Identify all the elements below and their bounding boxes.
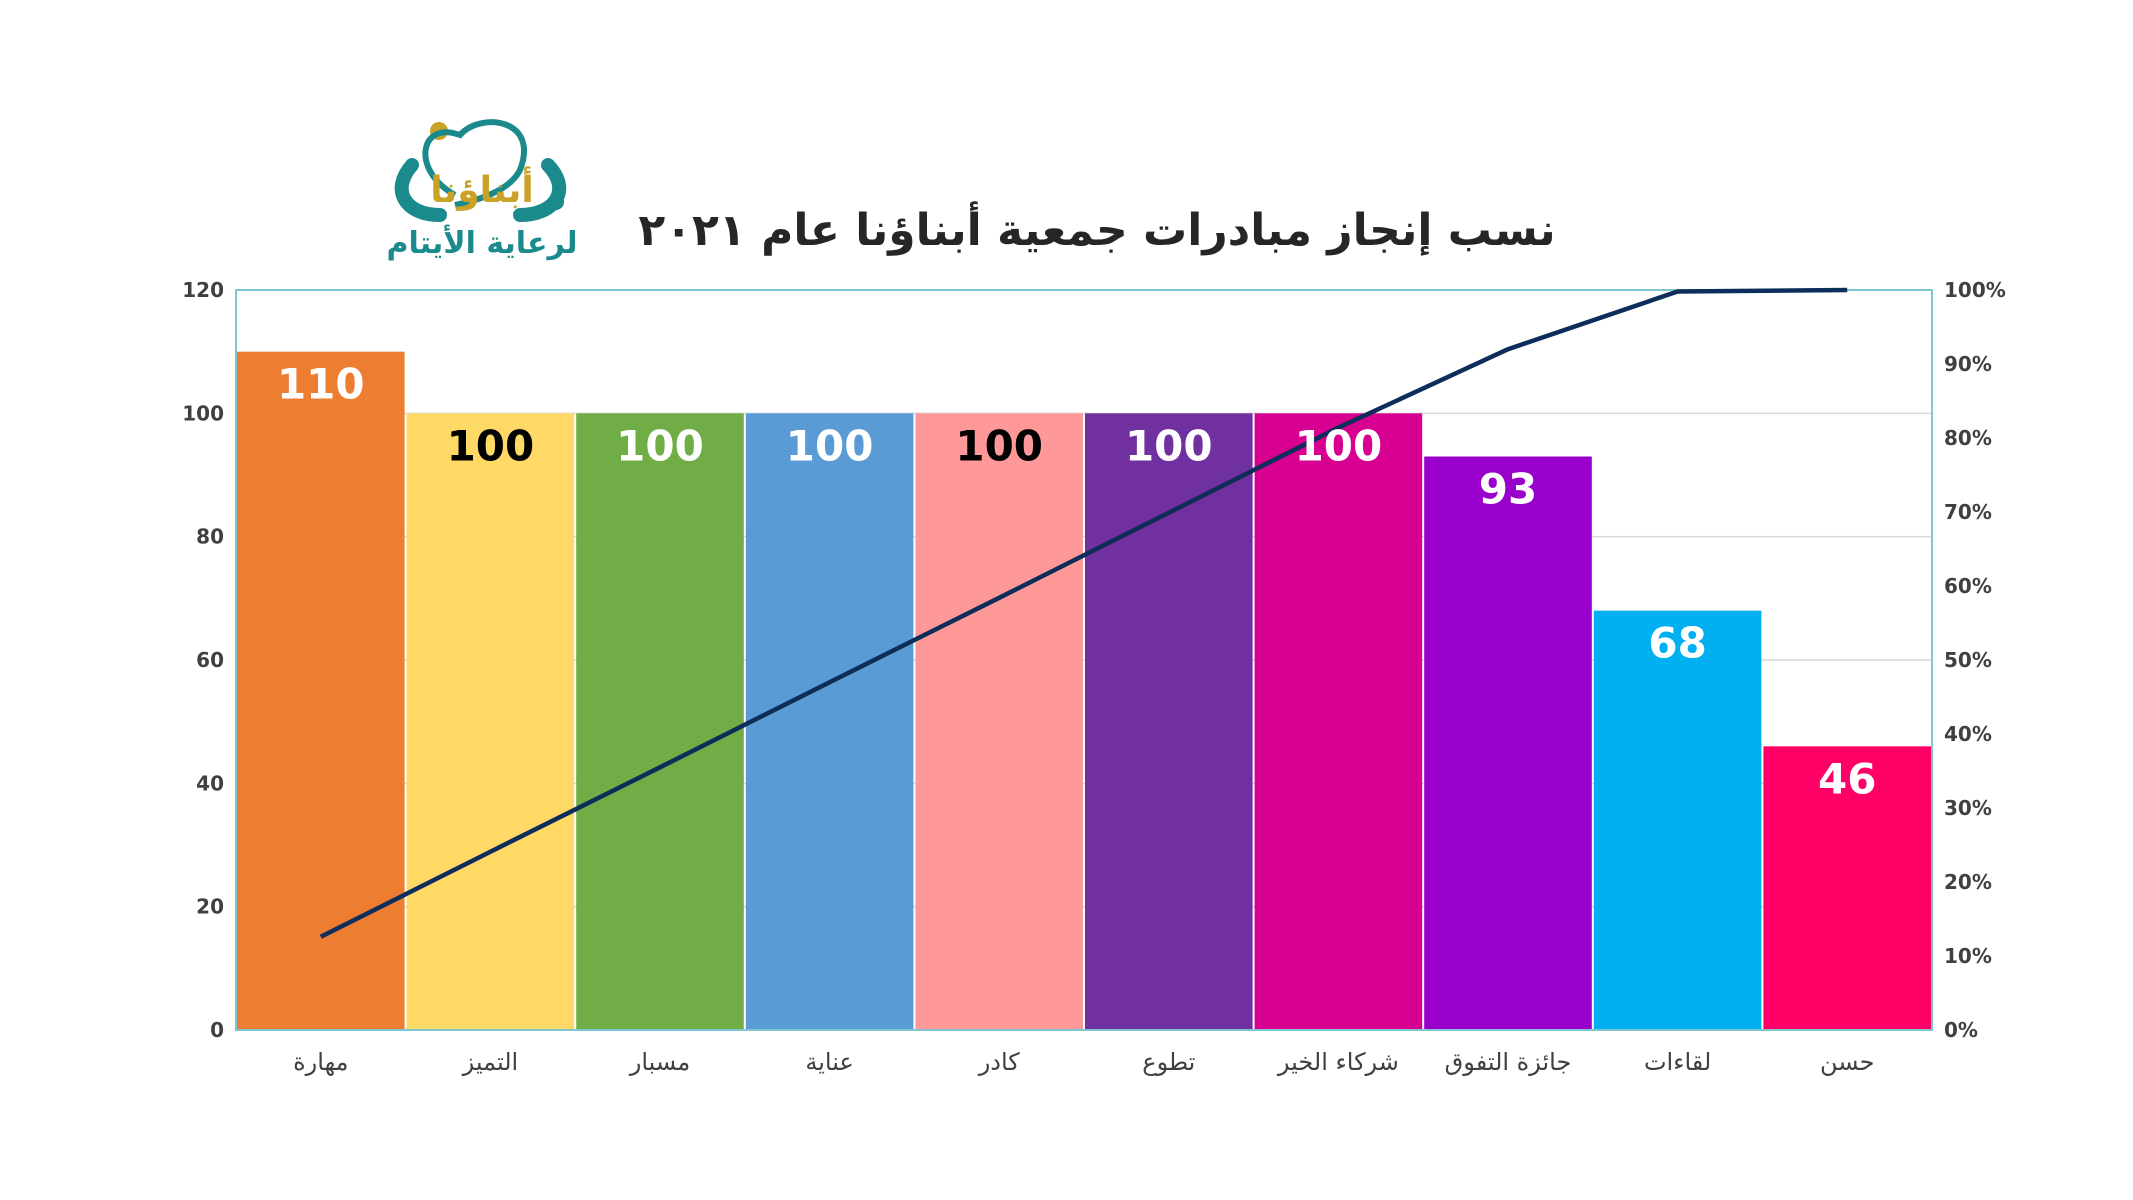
y-tick-label-0: 0 bbox=[210, 1018, 224, 1042]
x-axis: مهارة التميز مسبار عناية كادر تطوع شركاء الخير… bbox=[293, 1048, 1874, 1076]
data-label-1: 100 bbox=[447, 421, 535, 470]
logo-dot-right-icon bbox=[548, 194, 564, 210]
x-tick-label-3: عناية bbox=[805, 1048, 853, 1076]
x-tick-label-0: مهارة bbox=[293, 1048, 348, 1076]
logo-name: أبناؤنا bbox=[430, 166, 533, 211]
y-tick-label-1: 20 bbox=[196, 895, 224, 919]
y2-tick-label-5: 50% bbox=[1944, 648, 1992, 672]
x-tick-label-4: كادر bbox=[978, 1048, 1021, 1076]
data-label-2: 100 bbox=[616, 421, 704, 470]
plot-border bbox=[235, 289, 1933, 1031]
bar-3 bbox=[745, 413, 914, 1030]
bar-9 bbox=[1763, 746, 1931, 1030]
plot-frame bbox=[235, 289, 1933, 1031]
y2-tick-label-6: 60% bbox=[1944, 574, 1992, 598]
data-label-6: 100 bbox=[1295, 421, 1383, 470]
data-label-8: 68 bbox=[1648, 619, 1706, 668]
x-tick-label-9: حسن bbox=[1820, 1048, 1875, 1076]
y-tick-label-2: 40 bbox=[196, 771, 224, 795]
y2-tick-label-0: 0% bbox=[1944, 1018, 1978, 1042]
x-tick-label-8: لقاءات bbox=[1644, 1048, 1711, 1076]
y2-axis: 0% 10% 20% 30% 40% 50% 60% 70% 80% 90% 100% bbox=[1944, 278, 2006, 1042]
data-label-9: 46 bbox=[1818, 754, 1876, 803]
y2-tick-label-7: 70% bbox=[1944, 500, 1992, 524]
y2-tick-label-3: 30% bbox=[1944, 796, 1992, 820]
bar-1 bbox=[406, 413, 575, 1030]
x-tick-label-6: شركاء الخير bbox=[1277, 1048, 1399, 1076]
bar-7 bbox=[1424, 456, 1592, 1030]
data-label-5: 100 bbox=[1125, 421, 1213, 470]
cumulative-line-path bbox=[319, 287, 1848, 939]
y-tick-label-5: 100 bbox=[182, 401, 224, 425]
logo-arc-icon bbox=[394, 158, 447, 222]
x-tick-label-7: جائزة التفوق bbox=[1445, 1048, 1572, 1076]
chart-title: نسب إنجاز مبادرات جمعية أبناؤنا عام ٢٠٢١ bbox=[638, 201, 1555, 256]
logo-tagline: لرعاية الأيتام bbox=[387, 224, 578, 261]
logo: أبناؤنا لرعاية الأيتام bbox=[387, 119, 578, 261]
bar-0 bbox=[237, 351, 405, 1031]
y2-tick-label-10: 100% bbox=[1944, 278, 2006, 302]
bars bbox=[237, 351, 1931, 1031]
y2-tick-label-4: 40% bbox=[1944, 722, 1992, 746]
data-label-0: 110 bbox=[277, 360, 365, 409]
data-labels: 110 100 100 100 100 100 100 93 68 46 bbox=[277, 360, 1876, 804]
y-tick-label-6: 120 bbox=[182, 278, 224, 302]
y2-tick-label-1: 10% bbox=[1944, 944, 1992, 968]
y2-tick-label-9: 90% bbox=[1944, 352, 1992, 376]
bar-6 bbox=[1254, 413, 1423, 1030]
bar-2 bbox=[576, 413, 744, 1030]
cumulative-line bbox=[319, 287, 1848, 939]
logo-heart-icon bbox=[422, 119, 527, 208]
data-label-3: 100 bbox=[786, 421, 874, 470]
bar-5 bbox=[1085, 413, 1253, 1030]
x-tick-label-1: التميز bbox=[462, 1048, 519, 1076]
y-tick-label-4: 80 bbox=[196, 525, 224, 549]
data-label-7: 93 bbox=[1479, 465, 1537, 514]
bar-4 bbox=[915, 413, 1083, 1030]
bar-8 bbox=[1593, 610, 1762, 1030]
x-tick-label-5: تطوع bbox=[1142, 1048, 1195, 1076]
y-axis: 0 20 40 60 80 100 120 bbox=[182, 278, 224, 1042]
y2-tick-label-2: 20% bbox=[1944, 870, 1992, 894]
y2-tick-label-8: 80% bbox=[1944, 426, 1992, 450]
y-tick-label-3: 60 bbox=[196, 648, 224, 672]
x-tick-label-2: مسبار bbox=[629, 1048, 690, 1076]
data-label-4: 100 bbox=[955, 421, 1043, 470]
